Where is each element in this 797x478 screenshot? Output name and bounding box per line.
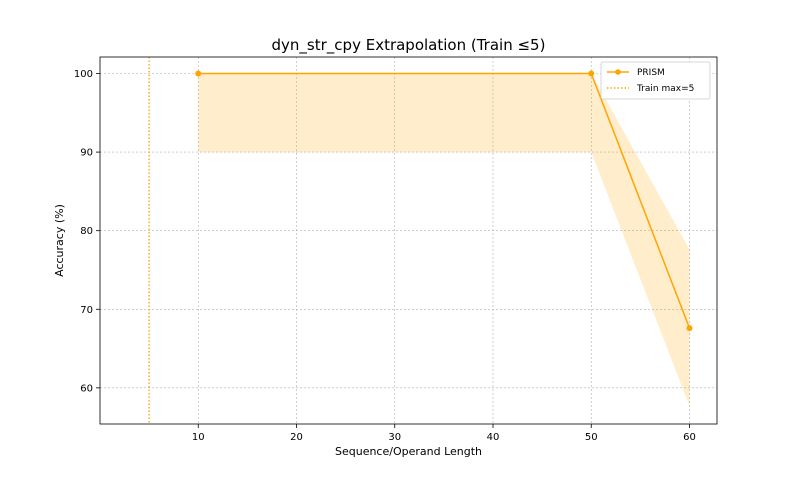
- y-tick-label: 100: [74, 69, 93, 80]
- y-tick-label: 90: [80, 148, 93, 159]
- confidence-band-layer: [198, 73, 690, 406]
- data-point: [588, 70, 595, 77]
- x-tick-label: 60: [683, 432, 696, 443]
- y-tick-label: 70: [80, 305, 93, 316]
- plot-area-frame: [99, 56, 718, 425]
- chart-title: dyn_str_cpy Extrapolation (Train ≤5): [272, 36, 546, 55]
- data-point: [195, 70, 202, 77]
- x-tick-label: 40: [487, 432, 500, 443]
- legend-label-train-max: Train max=5: [636, 84, 694, 94]
- series-layer: [195, 70, 693, 332]
- y-axis-label: Accuracy (%): [53, 204, 66, 277]
- x-axis-label: Sequence/Operand Length: [335, 445, 482, 458]
- x-axis-ticks: 10 20 30 40 50 60: [192, 424, 696, 443]
- x-tick-label: 10: [192, 432, 205, 443]
- x-tick-label: 30: [388, 432, 401, 443]
- legend-label-prism: PRISM: [637, 68, 665, 78]
- y-tick-label: 80: [80, 226, 93, 237]
- x-tick-label: 50: [585, 432, 598, 443]
- y-tick-label: 60: [80, 383, 93, 394]
- confidence-band: [198, 73, 690, 406]
- legend: PRISM Train max=5: [600, 61, 711, 100]
- legend-dot-prism: [615, 69, 621, 75]
- data-point: [686, 325, 693, 332]
- y-axis-ticks: 60 70 80 90 100: [74, 69, 100, 394]
- x-tick-label: 20: [290, 432, 303, 443]
